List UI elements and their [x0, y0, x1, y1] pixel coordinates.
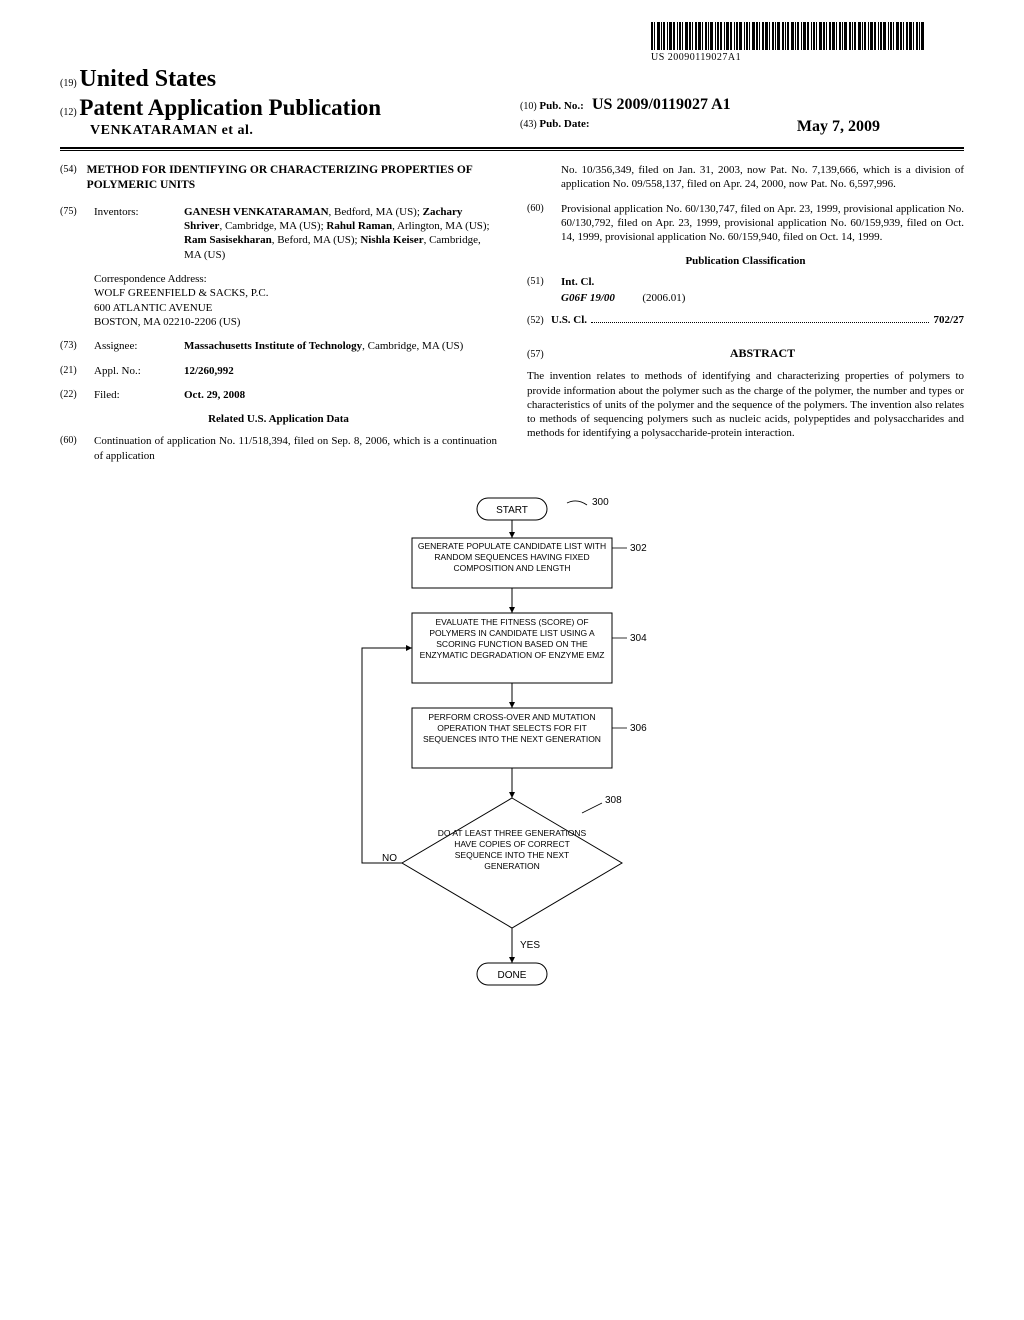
applno-label: Appl. No.:: [94, 364, 174, 378]
filed-value: Oct. 29, 2008: [184, 388, 497, 402]
pub-type: Patent Application Publication: [79, 95, 381, 120]
filed-label: Filed:: [94, 388, 174, 402]
barcode-block: US 20090119027A1: [651, 22, 924, 63]
flow-decision: DO AT LEAST THREE GENERATIONS HAVE COPIE…: [432, 828, 592, 872]
uscl-value: 702/27: [933, 313, 964, 327]
corr-street: 600 ATLANTIC AVENUE: [94, 301, 497, 315]
flow-ref308: 308: [605, 795, 622, 806]
intcl-label: Int. Cl.: [561, 275, 594, 289]
flow-ref302: 302: [630, 543, 647, 554]
right-header: (10) Pub. No.: US 2009/0119027 A1 (43) P…: [520, 96, 900, 136]
divider-thick: [60, 147, 964, 149]
corr-label: Correspondence Address:: [94, 272, 497, 286]
inventors-label: Inventors:: [94, 205, 174, 219]
abstract-text: The invention relates to methods of iden…: [527, 369, 964, 440]
inventors-num: (75): [60, 205, 84, 218]
dotfill: [591, 314, 929, 323]
intcl-code: G06F 19/00: [561, 292, 615, 304]
barcode-text: US 20090119027A1: [651, 52, 924, 63]
class-heading: Publication Classification: [527, 254, 964, 268]
flow-box306: PERFORM CROSS-OVER AND MUTATION OPERATIO…: [416, 712, 608, 745]
related-heading: Related U.S. Application Data: [60, 412, 497, 426]
pub-type-num: (12): [60, 107, 77, 118]
right-column: No. 10/356,349, filed on Jan. 31, 2003, …: [527, 163, 964, 473]
related1-text: Continuation of application No. 11/518,3…: [94, 434, 497, 463]
flow-no: NO: [382, 853, 397, 864]
body-columns: (54) METHOD FOR IDENTIFYING OR CHARACTER…: [60, 163, 964, 473]
flowchart: START 300 GENERATE POPULATE CANDIDATE LI…: [60, 493, 964, 1033]
pubno-value: US 2009/0119027 A1: [592, 96, 731, 113]
flow-yes: YES: [520, 940, 540, 951]
corr-name: WOLF GREENFIELD & SACKS, P.C.: [94, 286, 497, 300]
flow-box302: GENERATE POPULATE CANDIDATE LIST WITH RA…: [416, 541, 608, 574]
related1-cont: No. 10/356,349, filed on Jan. 31, 2003, …: [561, 163, 964, 192]
related2-num: (60): [527, 202, 551, 215]
applno-value: 12/260,992: [184, 364, 497, 378]
flowchart-svg: START 300 GENERATE POPULATE CANDIDATE LI…: [302, 493, 722, 1033]
left-column: (54) METHOD FOR IDENTIFYING OR CHARACTER…: [60, 163, 497, 473]
applno-num: (21): [60, 364, 84, 377]
flow-ref300: 300: [592, 497, 609, 508]
related1-num: (60): [60, 434, 84, 447]
inventors-value: GANESH VENKATARAMAN, Bedford, MA (US); Z…: [184, 205, 497, 262]
assignee-label: Assignee:: [94, 339, 174, 353]
country-name: United States: [79, 66, 216, 92]
pubdate-num: (43): [520, 119, 537, 130]
filed-num: (22): [60, 388, 84, 401]
pubno-label: Pub. No.:: [539, 100, 583, 112]
correspondence: Correspondence Address: WOLF GREENFIELD …: [94, 272, 497, 329]
related2-text: Provisional application No. 60/130,747, …: [561, 202, 964, 245]
title-text: METHOD FOR IDENTIFYING OR CHARACTERIZING…: [87, 163, 497, 193]
flow-ref306: 306: [630, 723, 647, 734]
intcl-date: (2006.01): [642, 292, 685, 304]
pubdate-label: Pub. Date:: [539, 118, 589, 130]
flow-box304: EVALUATE THE FITNESS (SCORE) OF POLYMERS…: [416, 617, 608, 661]
corr-city: BOSTON, MA 02210-2206 (US): [94, 315, 497, 329]
flow-start: START: [496, 505, 528, 516]
intcl-num: (51): [527, 275, 551, 288]
divider-thin: [60, 150, 964, 151]
pubno-num: (10): [520, 101, 537, 112]
barcode-graphic: [651, 22, 924, 50]
flow-done: DONE: [498, 970, 527, 981]
assignee-value: Massachusetts Institute of Technology, C…: [184, 339, 497, 353]
flow-ref304: 304: [630, 633, 647, 644]
title-num: (54): [60, 163, 77, 176]
country-num: (19): [60, 78, 77, 89]
abstract-num: (57): [527, 348, 551, 361]
abstract-heading: ABSTRACT: [561, 346, 964, 362]
assignee-num: (73): [60, 339, 84, 352]
uscl-num: (52): [527, 314, 551, 327]
pubdate-value: May 7, 2009: [797, 118, 880, 136]
uscl-label: U.S. Cl.: [551, 313, 587, 327]
